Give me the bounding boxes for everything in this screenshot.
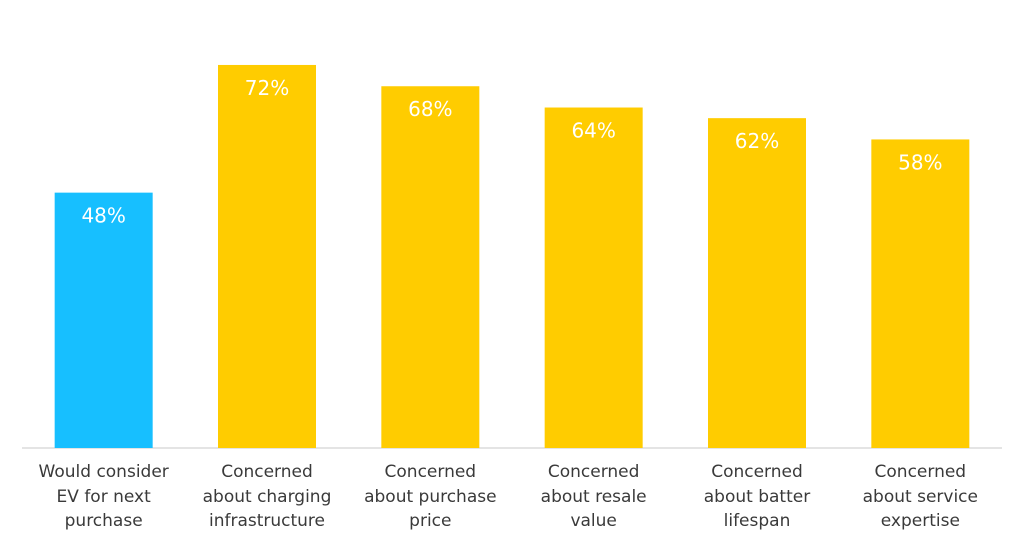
category-label: Concerned about charging infrastructure	[202, 462, 332, 531]
value-label: 48%	[81, 204, 125, 228]
value-label: 68%	[408, 97, 452, 121]
value-label: 64%	[571, 119, 615, 143]
value-label: 58%	[898, 150, 942, 174]
category-label: Would consider EV for next purchase	[38, 462, 169, 531]
category-label: Concerned about service expertise	[862, 462, 978, 531]
bar	[708, 118, 806, 448]
bar	[871, 139, 970, 448]
bar	[54, 192, 153, 448]
category-label: Concerned about batter lifespan	[703, 462, 811, 531]
bar	[544, 107, 643, 449]
bar	[218, 64, 316, 449]
value-label: 62%	[735, 129, 779, 153]
value-label: 72%	[245, 76, 289, 100]
category-label: Concerned about resale value	[540, 462, 647, 531]
category-label: Concerned about purchase price	[364, 462, 497, 531]
bar	[381, 86, 480, 449]
